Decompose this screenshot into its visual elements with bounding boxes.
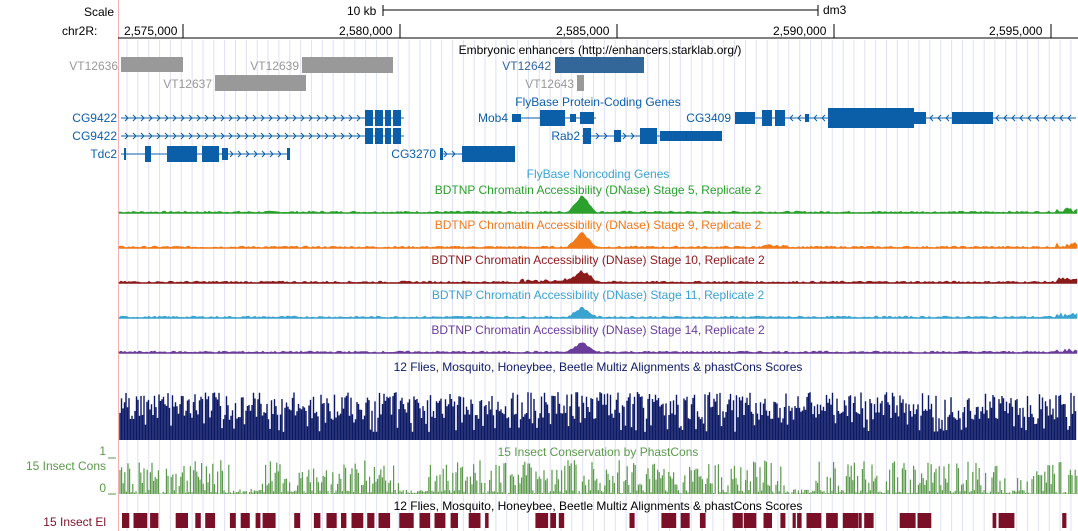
enhancer-label: VT12643 xyxy=(525,77,574,91)
gene-label: CG9422 xyxy=(72,129,117,143)
assembly-label: dm3 xyxy=(823,3,847,17)
scale-bar-label: 10 kb xyxy=(347,4,377,18)
gene-label: Mob4 xyxy=(478,111,508,125)
dnase-track-title: BDTNP Chromatin Accessibility (DNase) St… xyxy=(435,218,762,232)
enhancer-feature[interactable] xyxy=(302,57,393,73)
gene-exons[interactable] xyxy=(583,128,722,144)
enhancers-track[interactable]: VT12636 VT12637 VT12639 VT12642 VT12643 xyxy=(69,57,644,91)
ruler-tick-label: 2,595,000 xyxy=(989,24,1043,38)
scale-label: Scale xyxy=(84,5,114,19)
gene-exons[interactable] xyxy=(440,146,515,162)
dnase-track-title: BDTNP Chromatin Accessibility (DNase) St… xyxy=(435,183,762,197)
strand-arrows xyxy=(124,114,1072,158)
genes-track-title: FlyBase Protein-Coding Genes xyxy=(515,95,680,109)
dnase-signal-track[interactable] xyxy=(118,342,1078,354)
scale-bar xyxy=(382,5,819,16)
multiz-conservation-track[interactable] xyxy=(119,392,1077,440)
cons-ymax-label: 1 xyxy=(99,444,106,458)
ruler-tick-label: 2,580,000 xyxy=(339,24,393,38)
gene-label: CG3270 xyxy=(391,147,436,161)
cons-side-label[interactable]: 15 Insect Cons xyxy=(26,459,106,473)
enhancer-label: VT12639 xyxy=(250,59,299,73)
dnase-signal-track[interactable] xyxy=(118,195,1078,214)
conserved-elements-track[interactable] xyxy=(122,513,1067,528)
cons-ymin-label: 0 xyxy=(99,481,106,495)
enhancer-feature[interactable] xyxy=(121,57,183,72)
ruler-tick-label: 2,575,000 xyxy=(124,24,178,38)
enhancer-label: VT12637 xyxy=(163,77,212,91)
gene-exons[interactable] xyxy=(735,108,993,128)
dnase-signal-track[interactable] xyxy=(118,306,1078,319)
position-ruler: 2,575,000 2,580,000 2,585,000 2,590,000 … xyxy=(118,24,1078,39)
gene-label: Rab2 xyxy=(551,129,580,143)
dnase-signal-track[interactable] xyxy=(118,269,1078,284)
gene-label: CG9422 xyxy=(72,111,117,125)
genes-track[interactable]: CG9422 CG9422 Tdc2 Mob4 Rab2 xyxy=(72,108,1076,162)
phastcons-track[interactable] xyxy=(119,460,1078,494)
elements-track-title: 12 Flies, Mosquito, Honeybee, Beetle Mul… xyxy=(394,499,803,513)
cons-track-title: 15 Insect Conservation by PhastCons xyxy=(498,445,699,459)
enhancer-feature[interactable] xyxy=(577,75,584,91)
enhancers-track-title: Embryonic enhancers (http://enhancers.st… xyxy=(459,43,742,57)
gene-exons[interactable] xyxy=(365,110,401,126)
multiz-track-title: 12 Flies, Mosquito, Honeybee, Beetle Mul… xyxy=(394,360,803,374)
dnase-track-title: BDTNP Chromatin Accessibility (DNase) St… xyxy=(431,323,765,337)
gene-exons[interactable] xyxy=(124,146,290,162)
enhancer-feature[interactable] xyxy=(215,75,306,91)
gene-exons[interactable] xyxy=(365,128,401,144)
dnase-track-title: BDTNP Chromatin Accessibility (DNase) St… xyxy=(431,253,765,267)
enhancer-feature[interactable] xyxy=(555,57,644,73)
enhancer-label: VT12636 xyxy=(69,59,118,73)
gene-exons[interactable] xyxy=(512,110,594,126)
gene-label: CG3409 xyxy=(686,111,731,125)
dnase-track-title: BDTNP Chromatin Accessibility (DNase) St… xyxy=(432,288,765,302)
ruler-tick-label: 2,590,000 xyxy=(773,24,827,38)
enhancer-label: VT12642 xyxy=(502,59,551,73)
gene-label: Tdc2 xyxy=(90,147,117,161)
noncoding-track-title: FlyBase Noncoding Genes xyxy=(527,167,670,181)
elements-side-label[interactable]: 15 Insect El xyxy=(43,515,106,529)
chrom-label: chr2R: xyxy=(62,24,97,38)
dnase-signal-track[interactable] xyxy=(118,232,1078,249)
ruler-tick-label: 2,585,000 xyxy=(556,24,610,38)
